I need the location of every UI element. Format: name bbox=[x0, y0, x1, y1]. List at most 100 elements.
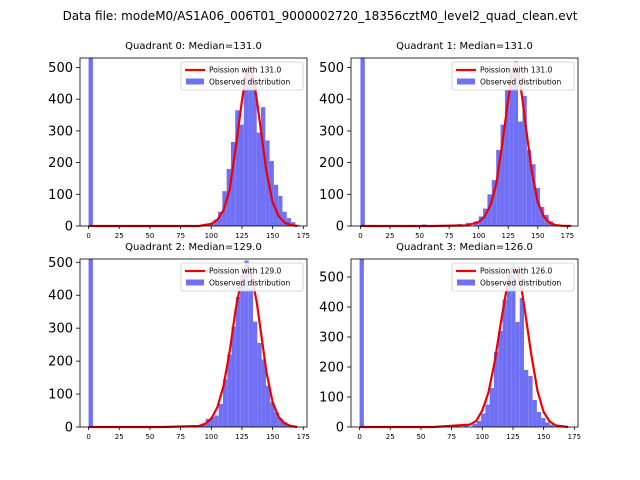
y-tick-label: 300 bbox=[319, 331, 344, 346]
histogram-bar bbox=[487, 194, 492, 226]
y-tick-label: 200 bbox=[319, 361, 344, 376]
legend-box bbox=[180, 61, 304, 91]
x-tick-label: 175 bbox=[297, 433, 310, 441]
histogram-bar bbox=[498, 331, 503, 427]
y-tick-label: 200 bbox=[48, 156, 73, 171]
x-tick-label: 50 bbox=[145, 232, 154, 240]
histogram-bar bbox=[359, 259, 364, 427]
poisson-fit-line bbox=[359, 266, 569, 429]
histogram-bar bbox=[278, 418, 284, 427]
histogram-bar bbox=[536, 412, 542, 427]
y-tick-label: 100 bbox=[48, 388, 73, 403]
histogram-bar bbox=[210, 417, 215, 427]
legend-hist-label: Observed distribution bbox=[480, 78, 561, 87]
x-tick-label: 75 bbox=[176, 232, 185, 240]
histogram-bar bbox=[282, 211, 287, 226]
histogram-bar bbox=[463, 425, 469, 427]
histogram-bar bbox=[222, 379, 228, 427]
y-tick-label: 100 bbox=[319, 391, 344, 406]
histogram-bar bbox=[235, 296, 241, 427]
histogram-bar bbox=[248, 288, 254, 427]
x-tick-label: 175 bbox=[568, 433, 581, 441]
y-tick-label: 400 bbox=[319, 93, 344, 108]
histogram-bar bbox=[278, 195, 283, 226]
x-tick-label: 150 bbox=[266, 232, 279, 240]
histogram-bar bbox=[513, 61, 519, 226]
y-tick-label: 200 bbox=[319, 156, 344, 171]
y-tick-label: 200 bbox=[48, 355, 73, 370]
histogram-bar bbox=[226, 168, 231, 226]
histogram-bar bbox=[270, 402, 275, 427]
histogram-bar bbox=[231, 326, 236, 427]
y-tick-label: 100 bbox=[48, 188, 73, 203]
histogram-bar bbox=[522, 96, 527, 226]
y-tick-label: 0 bbox=[336, 421, 344, 436]
legend-fit-label: Poission with 126.0 bbox=[480, 267, 553, 276]
quadrant-2-panel: Quadrant 2: Median=129.00100200300400500… bbox=[48, 242, 310, 441]
histogram-bar bbox=[244, 260, 249, 427]
y-tick-label: 300 bbox=[319, 124, 344, 139]
y-tick-label: 300 bbox=[48, 124, 73, 139]
quadrant-0-panel: Quadrant 0: Median=131.00100200300400500… bbox=[48, 41, 310, 240]
histogram-bar bbox=[261, 359, 266, 427]
histogram-bar bbox=[218, 211, 223, 226]
x-tick-label: 75 bbox=[445, 232, 454, 240]
histogram-bar bbox=[201, 424, 206, 427]
legend-box bbox=[180, 262, 304, 292]
histogram-bar bbox=[273, 184, 279, 226]
legend-fit-label: Poission with 131.0 bbox=[480, 66, 553, 75]
y-tick-label: 0 bbox=[65, 220, 73, 235]
histogram-bar bbox=[248, 73, 253, 226]
histogram-bar bbox=[504, 89, 510, 226]
panel-title: Quadrant 2: Median=129.0 bbox=[125, 242, 262, 253]
histogram-bar bbox=[257, 343, 262, 427]
figure-title: Data file: modeM0/AS1A06_006T01_90000027… bbox=[63, 9, 578, 23]
x-tick-label: 50 bbox=[415, 232, 424, 240]
panel-title: Quadrant 1: Median=131.0 bbox=[396, 41, 533, 52]
x-tick-label: 25 bbox=[115, 433, 124, 441]
legend: Poission with 129.0 Observed distribution bbox=[180, 262, 304, 292]
histogram-bar bbox=[539, 206, 545, 226]
histogram-bar bbox=[265, 140, 270, 226]
x-tick-label: 150 bbox=[531, 232, 544, 240]
x-tick-label: 175 bbox=[297, 232, 310, 240]
x-tick-label: 125 bbox=[235, 433, 248, 441]
axes-frame bbox=[350, 57, 579, 227]
y-tick-label: 500 bbox=[48, 256, 73, 271]
histogram-bar bbox=[549, 424, 555, 427]
x-tick-label: 25 bbox=[115, 232, 124, 240]
legend-hist-swatch bbox=[457, 279, 475, 286]
histogram-bar bbox=[493, 352, 499, 427]
x-tick-label: 0 bbox=[358, 232, 362, 240]
histogram-bar bbox=[481, 413, 486, 427]
legend-hist-swatch bbox=[186, 279, 204, 286]
y-tick-label: 400 bbox=[319, 301, 344, 316]
histogram-bar bbox=[239, 124, 244, 226]
panel-title: Quadrant 3: Median=126.0 bbox=[396, 242, 533, 253]
histogram-bar bbox=[235, 110, 240, 226]
histogram-bar bbox=[243, 77, 249, 227]
histogram-bar bbox=[532, 400, 537, 427]
histogram-bar bbox=[214, 415, 219, 427]
histogram-bar bbox=[485, 404, 490, 427]
y-tick-label: 0 bbox=[65, 421, 73, 436]
histogram-bar bbox=[88, 58, 93, 226]
x-tick-label: 25 bbox=[386, 433, 395, 441]
histogram-bar bbox=[260, 107, 266, 226]
histogram-bar bbox=[524, 370, 529, 427]
y-tick-label: 400 bbox=[48, 289, 73, 304]
y-tick-label: 500 bbox=[319, 271, 344, 286]
x-tick-label: 75 bbox=[176, 433, 185, 441]
histogram-bar bbox=[528, 376, 533, 427]
histogram-bar bbox=[511, 263, 516, 427]
histogram-bar bbox=[230, 142, 236, 226]
histogram-bar bbox=[489, 388, 494, 427]
histogram-bar bbox=[496, 149, 501, 226]
histogram-bar bbox=[240, 275, 245, 427]
histogram-bar bbox=[541, 418, 546, 427]
axes-frame bbox=[79, 258, 308, 428]
legend-box bbox=[451, 61, 575, 91]
x-tick-label: 0 bbox=[86, 232, 90, 240]
legend: Poission with 126.0 Observed distribution bbox=[451, 262, 575, 292]
